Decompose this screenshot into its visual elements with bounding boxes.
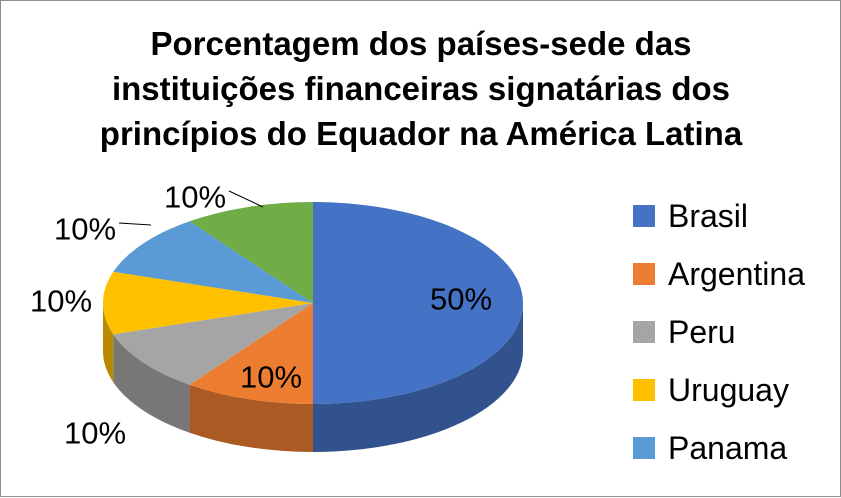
chart-title-line-1: Porcentagem dos países-sede das <box>150 25 692 62</box>
pie-side-1 <box>189 384 313 452</box>
legend: Brasil Argentina Peru Uruguay Panama <box>633 187 805 477</box>
chart-title-line-2: instituições financeiras signatárias dos <box>111 70 731 107</box>
legend-label: Peru <box>668 313 736 350</box>
data-label-2: 10% <box>64 416 126 451</box>
legend-label: Uruguay <box>668 371 789 408</box>
pie-slice-1 <box>189 303 313 404</box>
legend-item-uruguay: Uruguay <box>633 361 805 419</box>
legend-swatch <box>633 437 655 459</box>
legend-swatch <box>633 379 655 401</box>
legend-item-argentina: Argentina <box>633 245 805 303</box>
pie-slice-3 <box>102 271 314 335</box>
data-label-0: 50% <box>430 282 492 317</box>
legend-swatch <box>633 205 655 227</box>
data-label-leader-4 <box>118 222 152 226</box>
data-label-leader-5 <box>228 190 264 208</box>
pie-slice-5 <box>189 202 313 303</box>
data-label-3: 10% <box>30 284 92 319</box>
legend-label: Panama <box>668 429 788 466</box>
chart-title-line-3: princípios do Equador na América Latina <box>99 115 743 152</box>
chart-title: Porcentagem dos países-sede das institui… <box>41 21 801 156</box>
data-label-4: 10% <box>54 212 116 247</box>
legend-swatch <box>633 321 655 343</box>
legend-label: Argentina <box>668 255 805 292</box>
legend-swatch <box>633 263 655 285</box>
pie-side-2 <box>113 334 190 433</box>
pie-side-3 <box>103 303 114 383</box>
data-label-1: 10% <box>240 360 302 395</box>
pie-side-0 <box>313 303 523 452</box>
legend-label: Brasil <box>668 197 749 234</box>
legend-item-brasil: Brasil <box>633 187 805 245</box>
legend-item-panama: Panama <box>633 419 805 477</box>
pie-slice-0 <box>313 202 523 404</box>
pie-slice-4 <box>113 221 313 303</box>
legend-item-peru: Peru <box>633 303 805 361</box>
data-label-5: 10% <box>164 180 226 215</box>
pie-slice-2 <box>113 303 313 385</box>
